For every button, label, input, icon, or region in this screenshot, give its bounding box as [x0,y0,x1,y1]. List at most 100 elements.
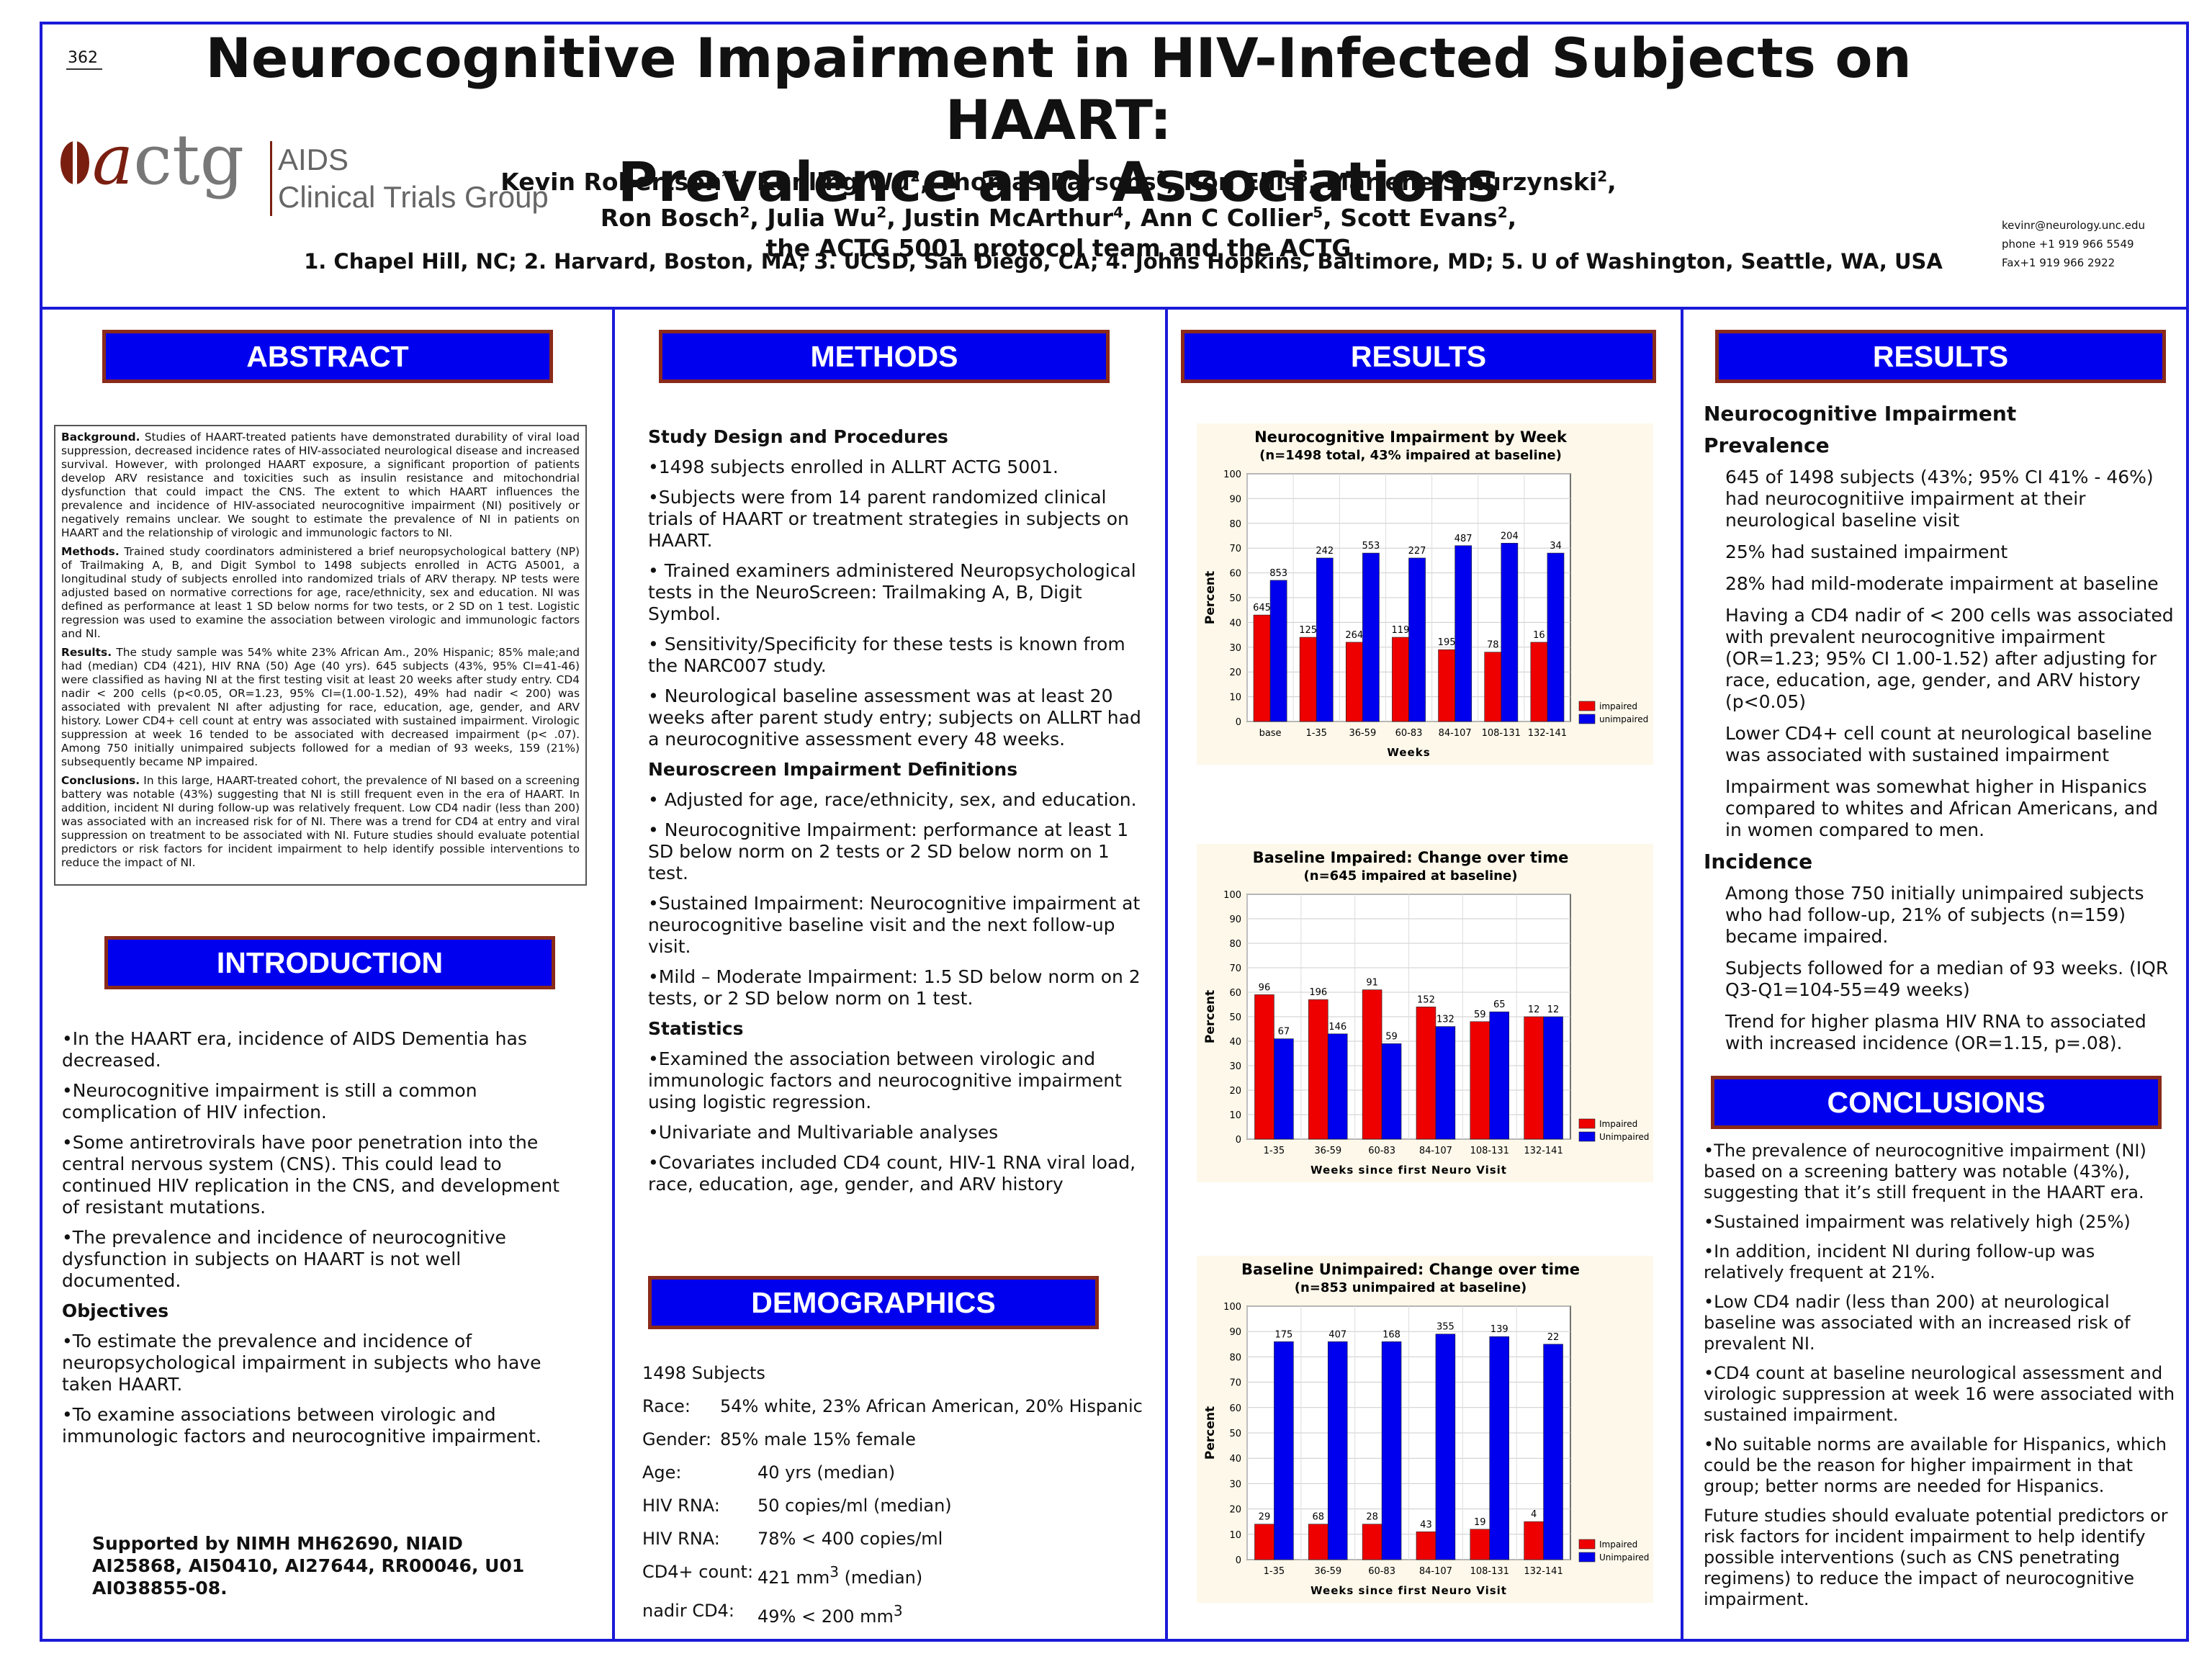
chart-subtitle: (n=645 impaired at baseline) [1304,868,1518,884]
conclusion-bullet: •In addition, incident NI during follow-… [1704,1241,2095,1282]
methods-bullet: • Neurological baseline assessment was a… [648,685,1141,750]
introduction-header: INTRODUCTION [104,936,555,989]
conclusion-bullet: Future studies should evaluate potential… [1704,1506,2168,1609]
intro-bullet: •In the HAART era, incidence of AIDS Dem… [62,1028,527,1071]
logo-text: AIDS Clinical Trials Group [278,143,549,214]
legend-label: unimpaired [1599,714,1648,724]
bar-unimpaired [1316,557,1334,722]
demographics-header: DEMOGRAPHICS [648,1276,1099,1329]
definition-bullet: •Mild – Moderate Impairment: 1.5 SD belo… [648,966,1141,1009]
abstract-text: Background. Studies of HAART-treated pat… [54,425,587,886]
bar-label: 4 [1531,1509,1537,1520]
x-tick-label: base [1259,728,1282,739]
bar-label: 355 [1437,1322,1455,1333]
demo-subjects: 1498 Subjects [642,1363,765,1383]
x-tick-label: 108-131 [1470,1566,1509,1577]
page-number: 362 [66,49,102,70]
bar-unimpaired [1362,552,1380,722]
bar-impaired [1530,642,1548,722]
x-tick-label: 60-83 [1395,728,1423,739]
y-tick-label: 90 [1229,494,1241,505]
contact-email[interactable]: kevinr@neurology.unc.edu [2002,219,2146,232]
abstract-header: ABSTRACT [102,330,553,383]
legend-label: impaired [1599,701,1637,711]
prevalence-item: Lower CD4+ cell count at neurological ba… [1725,723,2152,765]
x-axis-label: Weeks since first Neuro Visit [1310,1164,1507,1177]
funding-statement: Supported by NIMH MH62690, NIAID AI25868… [92,1533,525,1599]
prevalence-item: Impairment was somewhat higher in Hispan… [1725,776,2158,840]
objective-bullet: •To examine associations between virolog… [62,1404,541,1447]
y-tick-label: 0 [1236,1555,1241,1566]
conclusions-text: •The prevalence of neurocognitive impair… [1704,1141,2179,1619]
bar-label: 195 [1438,637,1456,648]
bar-unimpaired [1489,1011,1509,1140]
legend-label: Unimpaired [1599,1132,1649,1142]
demo-race: Race: 54% white, 23% African American, 20… [642,1396,1143,1416]
chart-impairment-by-week: Neurocognitive Impairment by Week (n=1498… [1197,423,1653,765]
x-tick-label: 36-59 [1314,1146,1341,1156]
results-heading-impairment: Neurocognitive Impairment [1704,402,2017,426]
bar-impaired [1308,1524,1328,1560]
conclusion-bullet: •Sustained impairment was relatively hig… [1704,1212,2131,1232]
conclusions-header: CONCLUSIONS [1711,1076,2162,1129]
chart-subtitle: (n=1498 total, 43% impaired at baseline) [1259,448,1562,463]
methods-bullet: • Trained examiners administered Neurops… [648,560,1136,624]
x-tick-label: 84-107 [1439,728,1472,739]
prevalence-item: 25% had sustained impairment [1725,541,2008,562]
column-divider-2 [1165,307,1168,1639]
y-tick-label: 80 [1229,939,1241,950]
y-tick-label: 40 [1229,1037,1241,1048]
introduction-text: •In the HAART era, incidence of AIDS Dem… [62,1028,580,1456]
y-axis-label: Percent [1203,571,1218,624]
y-tick-label: 30 [1229,1061,1241,1072]
statistics-bullet: •Examined the association between virolo… [648,1048,1122,1112]
methods-text: Study Design and Procedures •1498 subjec… [648,426,1152,1204]
y-tick-label: 50 [1229,1012,1241,1023]
bar-impaired [1438,649,1455,722]
y-tick-label: 30 [1229,643,1241,654]
bar-impaired [1254,1524,1274,1560]
bar-impaired [1524,1016,1544,1140]
bar-label: 22 [1547,1332,1560,1343]
y-tick-label: 20 [1229,1086,1241,1097]
bar-label: 16 [1533,630,1545,641]
bar-impaired [1484,652,1502,722]
bar-impaired [1470,1021,1491,1140]
y-tick-label: 10 [1229,693,1241,703]
intro-bullet: •Neurocognitive impairment is still a co… [62,1080,477,1123]
legend-swatch [1578,1131,1596,1142]
bar-impaired [1299,637,1317,722]
bar-unimpaired [1501,543,1519,722]
results-text: Neurocognitive Impairment Prevalence 645… [1704,403,2179,1064]
y-axis-label: Percent [1203,1406,1218,1460]
bar-unimpaired [1543,1016,1563,1140]
author-line-1: Kevin Robertson*1, Kunling Wu2, Thomas P… [500,168,1617,196]
prevalence-item: Having a CD4 nadir of < 200 cells was as… [1725,605,2174,712]
bar-label: 59 [1474,1010,1486,1020]
bar-label: 91 [1366,978,1378,989]
y-tick-label: 50 [1229,1429,1241,1439]
bar-unimpaired [1408,557,1426,722]
title-line-1: Neurocognitive Impairment in HIV-Infecte… [205,26,1912,152]
y-tick-label: 40 [1229,618,1241,629]
results-header-2: RESULTS [1715,330,2166,383]
y-tick-label: 60 [1229,569,1241,580]
legend-label: Impaired [1599,1539,1637,1550]
x-tick-label: 1-35 [1264,1146,1285,1156]
bar-impaired [1253,614,1271,722]
bar-label: 29 [1259,1512,1271,1523]
incidence-item: Among those 750 initially unimpaired sub… [1725,883,2144,947]
legend-swatch [1578,1552,1596,1563]
y-axis-label: Percent [1203,990,1218,1043]
bar-label: 204 [1501,531,1519,541]
y-tick-label: 100 [1223,890,1241,901]
legend-swatch [1578,714,1596,724]
bar-unimpaired [1435,1334,1456,1560]
bar-impaired [1254,994,1274,1140]
methods-bullet: •1498 subjects enrolled in ALLRT ACTG 50… [648,457,1058,477]
bar-label: 12 [1547,1004,1560,1015]
legend-label: Impaired [1599,1119,1637,1129]
results-heading-incidence: Incidence [1704,850,1813,873]
intro-bullet: •The prevalence and incidence of neuroco… [62,1227,506,1291]
legend-swatch [1578,1118,1596,1129]
